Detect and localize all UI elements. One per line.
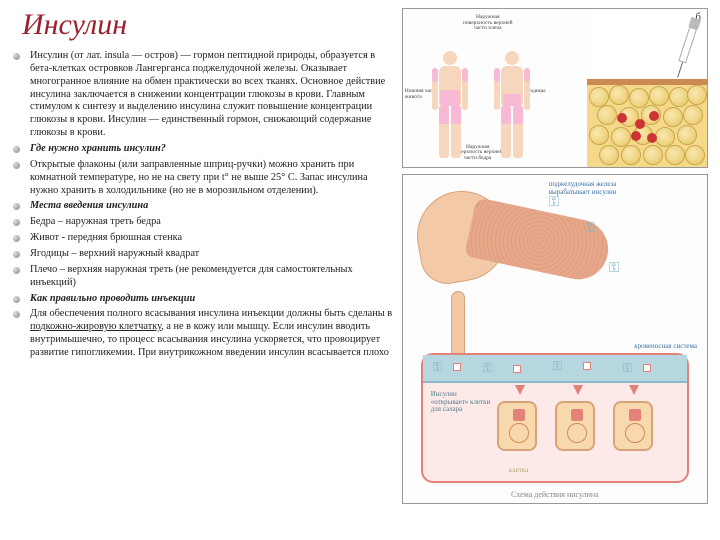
body-diagram: Наружная поверхность верхней части плеча…: [403, 9, 587, 167]
key-icon: ⚿: [549, 195, 560, 211]
caption-vessel: кровеносная система: [634, 343, 697, 351]
bullet-site1: Бедра – наружная треть бедра: [26, 216, 394, 229]
key-icon: ⚿: [609, 261, 620, 277]
cell-box: ⚿ ⚿ ⚿ ⚿ Инсулин «открывает» клетки для с…: [421, 353, 689, 483]
caption-opens: Инсулин «открывает» клетки для сахара: [431, 391, 491, 414]
injection-sites-panel: Наружная поверхность верхней части плеча…: [402, 8, 708, 168]
subcutaneous-diagram: б: [587, 9, 707, 167]
key-icon: ⚿: [623, 361, 632, 376]
tissue-cell: [497, 401, 537, 451]
text-column: Инсулин Инсулин (от лат. insula — остров…: [12, 8, 402, 532]
syringe-icon: [675, 17, 701, 71]
fat-layer: [587, 79, 707, 167]
caption-pancreas: поджелудочная железа вырабатывает инсули…: [549, 181, 659, 196]
scheme-caption: Схема действия инсулина: [403, 490, 707, 499]
image-column: Наружная поверхность верхней части плеча…: [402, 8, 708, 532]
bullet-site3: Ягодицы – верхний наружный квадрат: [26, 248, 394, 261]
bullet-site2: Живот - передняя брюшная стенка: [26, 232, 394, 245]
key-icon: ⚿: [483, 361, 492, 376]
key-icon: ⚿: [585, 221, 596, 237]
key-icon: ⚿: [553, 359, 562, 374]
tissue-cell: [555, 401, 595, 451]
pancreas-area: ⚿ ⚿ ⚿ поджелудочная железа вырабатывает …: [409, 181, 701, 331]
body-front: [431, 51, 469, 161]
bullet-site4: Плечо – верхняя наружная треть (не реком…: [26, 264, 394, 290]
label-arm: Наружная поверхность верхней части плеча: [463, 15, 513, 32]
inj-underline: подкожно-жировую клетчатку: [30, 321, 161, 332]
bullet-sites-h: Места введения инсулина: [26, 200, 394, 213]
caption-cell: клетка: [509, 467, 528, 475]
body-back: [493, 51, 531, 161]
key-icon: ⚿: [433, 360, 442, 375]
bullet-intro: Инсулин (от лат. insula — остров) — горм…: [26, 50, 394, 140]
page-title: Инсулин: [12, 8, 394, 42]
tissue-cell: [613, 401, 653, 451]
bullet-store: Открытые флаконы (или заправленные шприц…: [26, 159, 394, 198]
insulin-action-panel: ⚿ ⚿ ⚿ поджелудочная железа вырабатывает …: [402, 174, 708, 504]
bullet-store-q: Где нужно хранить инсулин?: [26, 143, 394, 156]
bullet-inj: Для обеспечения полного всасывания инсул…: [26, 308, 394, 359]
bullet-list: Инсулин (от лат. insula — остров) — горм…: [12, 50, 394, 360]
slide: Инсулин Инсулин (от лат. insula — остров…: [0, 0, 720, 540]
label-buttocks: Ягодицы: [525, 89, 575, 95]
blood-vessel: ⚿ ⚿ ⚿ ⚿: [423, 355, 687, 383]
inj-text-1: Для обеспечения полного всасывания инсул…: [30, 308, 392, 319]
bullet-inj-q: Как правильно проводить инъекции: [26, 293, 394, 306]
